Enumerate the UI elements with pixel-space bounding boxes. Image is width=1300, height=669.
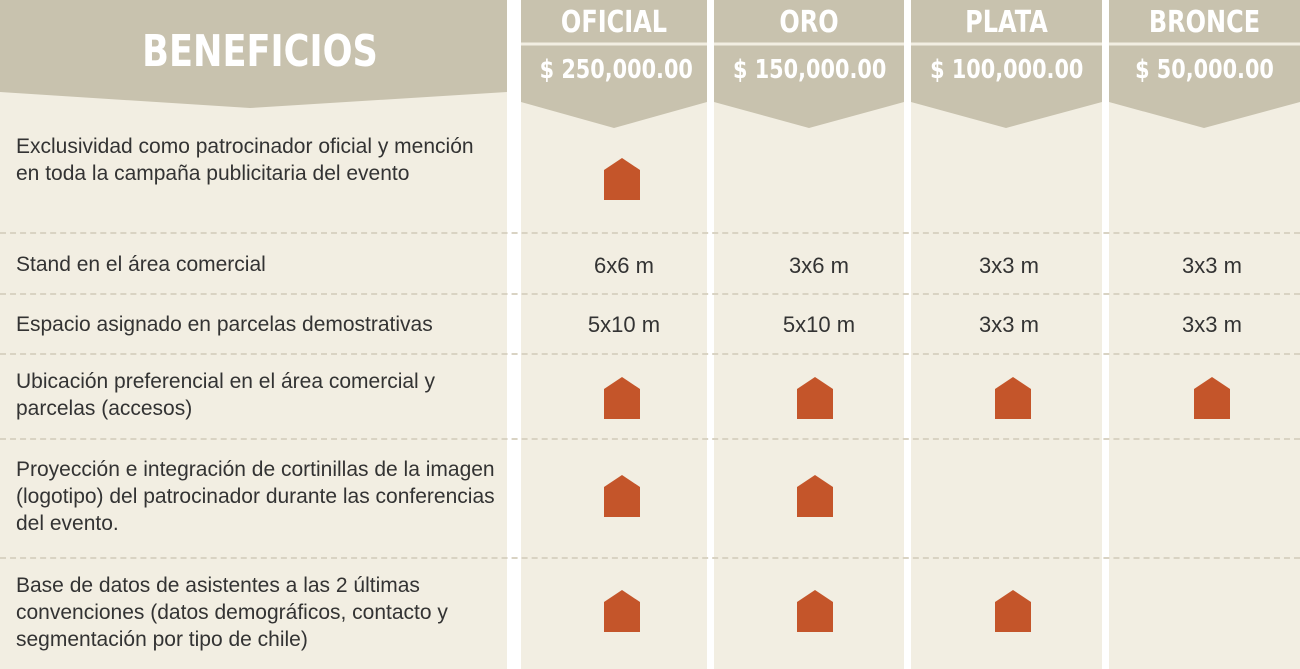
row-separator: [0, 557, 1300, 559]
oficial-stand-value: 6x6 m: [594, 253, 654, 278]
included-check-icon: [797, 377, 833, 419]
oro-parcel-value: 5x10 m: [782, 312, 856, 337]
included-check-icon: [797, 475, 833, 517]
oficial-header-banner: [521, 0, 707, 128]
tier-oro-price: $ 150,000.00: [733, 55, 887, 85]
included-check-icon: [604, 377, 640, 419]
oficial-parcel-value: 5x10 m: [587, 312, 661, 337]
benefit-label: Exclusividad como patrocinador oficial y…: [16, 135, 474, 185]
oro-stand-value: 3x6 m: [789, 253, 849, 278]
included-check-icon: [1194, 377, 1230, 419]
benefits-header-banner: [0, 0, 507, 108]
bronce-header-banner: [1109, 0, 1300, 128]
row-separator: [0, 438, 1300, 440]
row-separator: [0, 353, 1300, 355]
tier-oficial-price: $ 250,000.00: [539, 55, 693, 85]
tier-bronce-price: $ 50,000.00: [1135, 55, 1274, 85]
included-check-icon: [604, 590, 640, 632]
included-check-icon: [604, 475, 640, 517]
header-shapes: [0, 0, 1300, 128]
row-separator: [0, 293, 1300, 295]
benefits-title: BENEFICIOS: [142, 26, 378, 77]
benefit-label: Ubicación preferencial en el área comerc…: [16, 370, 436, 420]
plata-parcel-value: 3x3 m: [979, 312, 1039, 337]
benefit-label: Espacio asignado en parcelas demostrativ…: [16, 313, 433, 336]
tier-plata-price: $ 100,000.00: [930, 55, 1084, 85]
plata-stand-value: 3x3 m: [979, 253, 1039, 278]
tier-oro-name: ORO: [779, 5, 839, 40]
benefit-label: Proyección e integración de cortinillas …: [16, 458, 495, 535]
tier-oficial-name: OFICIAL: [560, 5, 668, 40]
included-check-icon: [797, 590, 833, 632]
bronce-stand-value: 3x3 m: [1182, 253, 1242, 278]
plata-header-banner: [911, 0, 1102, 128]
included-check-icon: [604, 158, 640, 200]
included-check-icon: [995, 377, 1031, 419]
row-separator: [0, 232, 1300, 234]
tier-bronce-name: BRONCE: [1148, 5, 1261, 40]
benefit-label: Stand en el área comercial: [16, 253, 266, 276]
included-check-icon: [995, 590, 1031, 632]
tier-plata-name: PLATA: [965, 5, 1048, 40]
bronce-parcel-value: 3x3 m: [1182, 312, 1242, 337]
oro-header-banner: [714, 0, 904, 128]
benefit-label: Base de datos de asistentes a las 2 últi…: [16, 574, 448, 651]
